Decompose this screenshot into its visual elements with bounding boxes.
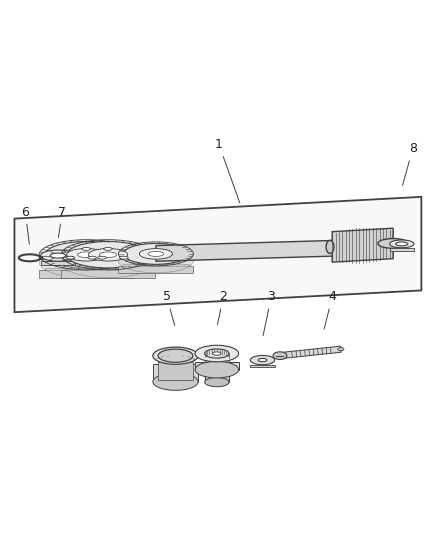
Ellipse shape	[258, 358, 267, 362]
Polygon shape	[41, 261, 75, 265]
Ellipse shape	[212, 352, 221, 355]
Ellipse shape	[45, 241, 127, 268]
Ellipse shape	[67, 248, 106, 261]
Polygon shape	[390, 248, 414, 251]
Ellipse shape	[151, 251, 161, 256]
Polygon shape	[332, 228, 393, 262]
Ellipse shape	[61, 247, 155, 278]
Ellipse shape	[118, 249, 193, 273]
Ellipse shape	[153, 373, 198, 390]
Polygon shape	[195, 362, 239, 370]
Ellipse shape	[338, 348, 344, 351]
Text: 5: 5	[163, 290, 175, 326]
Polygon shape	[67, 268, 149, 276]
Polygon shape	[45, 268, 127, 276]
Text: 6: 6	[21, 206, 29, 244]
Ellipse shape	[153, 347, 198, 365]
Ellipse shape	[120, 256, 128, 259]
Text: 2: 2	[217, 290, 227, 325]
Ellipse shape	[205, 349, 229, 358]
Ellipse shape	[88, 248, 127, 261]
Ellipse shape	[78, 252, 95, 257]
Polygon shape	[123, 264, 188, 271]
Polygon shape	[14, 197, 421, 312]
Ellipse shape	[378, 239, 408, 248]
Ellipse shape	[396, 242, 408, 246]
Polygon shape	[39, 270, 133, 278]
Ellipse shape	[66, 256, 75, 259]
Text: 1: 1	[215, 138, 240, 203]
Ellipse shape	[139, 248, 173, 259]
Ellipse shape	[82, 247, 91, 251]
Ellipse shape	[251, 356, 275, 365]
Polygon shape	[153, 365, 198, 382]
Polygon shape	[251, 365, 275, 367]
Ellipse shape	[123, 244, 188, 264]
Ellipse shape	[41, 250, 75, 261]
Ellipse shape	[99, 252, 117, 257]
Ellipse shape	[158, 349, 193, 362]
Polygon shape	[156, 239, 380, 261]
Ellipse shape	[98, 256, 106, 259]
Text: 4: 4	[324, 290, 336, 329]
Polygon shape	[158, 362, 193, 379]
Ellipse shape	[39, 247, 133, 278]
Polygon shape	[61, 270, 155, 278]
Ellipse shape	[195, 345, 239, 362]
Ellipse shape	[88, 256, 96, 259]
Text: 3: 3	[263, 290, 275, 336]
Text: 8: 8	[403, 142, 417, 185]
Ellipse shape	[273, 352, 287, 359]
Text: 7: 7	[58, 206, 66, 238]
Polygon shape	[283, 346, 341, 358]
Ellipse shape	[104, 247, 113, 251]
Ellipse shape	[148, 252, 164, 256]
Ellipse shape	[50, 253, 66, 258]
Ellipse shape	[67, 241, 149, 268]
Ellipse shape	[390, 240, 414, 248]
Polygon shape	[118, 266, 193, 273]
Ellipse shape	[205, 377, 229, 387]
Ellipse shape	[326, 240, 334, 254]
Ellipse shape	[195, 361, 239, 378]
Polygon shape	[205, 358, 229, 382]
